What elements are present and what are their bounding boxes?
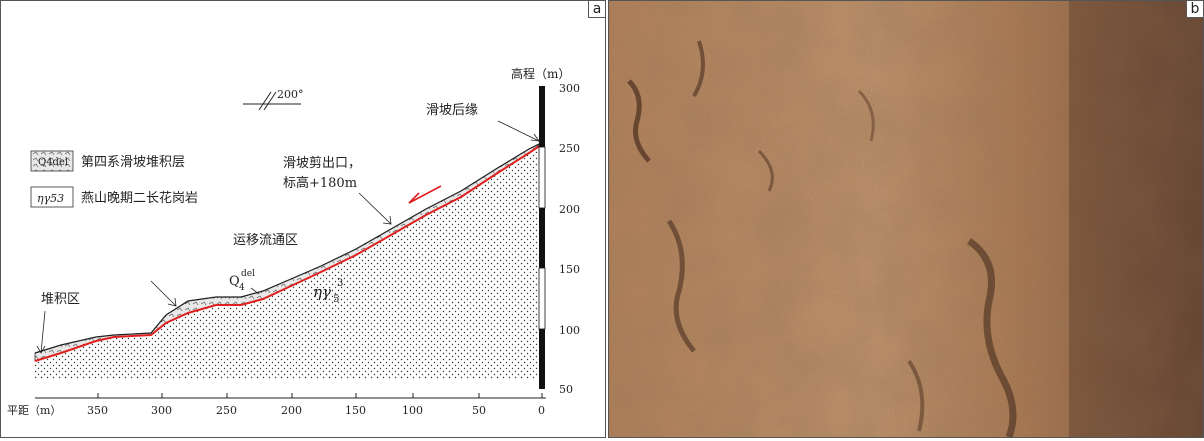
legend: Q4del 第四系滑坡堆积层 ηγ53 燕山晚期二长花岗岩	[31, 151, 198, 207]
distance-tick: 300	[151, 404, 172, 417]
deposit-unit-label: Q 4 del	[229, 269, 259, 294]
accumulation-zone-label: 堆积区	[41, 292, 80, 307]
elevation-tick: 100	[559, 324, 580, 337]
legend-deposit-label: 第四系滑坡堆积层	[81, 155, 185, 170]
elevation-scale-bar	[539, 86, 545, 389]
svg-text:del: del	[241, 269, 255, 279]
distance-axis-ticks	[98, 393, 542, 398]
outcrop-photo-panel: b	[608, 0, 1204, 438]
cross-section-panel: 高程（m） 300 250 200 150 100 50 平距（m） 350 3…	[0, 0, 606, 438]
elevation-tick: 150	[559, 263, 580, 276]
svg-text:4: 4	[239, 283, 245, 293]
distance-tick: 50	[472, 404, 486, 417]
accumulation-toe-arrow	[151, 281, 176, 306]
distance-tick: 250	[216, 404, 237, 417]
rear-edge-label: 滑坡后缘	[426, 103, 478, 118]
sliding-direction-arrow	[409, 186, 441, 203]
shear-outlet-label-line1: 滑坡剪出口，	[283, 155, 361, 171]
legend-deposit-symbol: Q4del	[38, 157, 68, 168]
svg-text:3: 3	[337, 278, 343, 289]
legend-granite-label: 燕山晚期二长花岗岩	[81, 190, 198, 206]
distance-tick: 0	[538, 404, 545, 417]
svg-text:5: 5	[333, 294, 339, 305]
transport-zone-label: 运移流通区	[233, 233, 298, 248]
orientation-label: 200°	[277, 88, 304, 101]
elevation-tick: 300	[559, 82, 580, 95]
shear-outlet-label-line2: 标高+180m	[283, 175, 357, 191]
panel-label-a: a	[588, 1, 605, 18]
distance-tick: 150	[345, 404, 366, 417]
shear-outlet-arrow	[359, 193, 391, 224]
distance-tick: 100	[402, 404, 423, 417]
distance-tick: 200	[281, 404, 302, 417]
elevation-tick: 50	[559, 383, 573, 396]
accumulation-zone-arrow	[37, 311, 45, 353]
rear-edge-arrow	[498, 121, 539, 141]
elevation-tick: 250	[559, 142, 580, 155]
elevation-tick: 200	[559, 203, 580, 216]
legend-granite-symbol: ηγ53	[37, 192, 64, 205]
elevation-axis-title: 高程（m）	[511, 66, 570, 81]
outcrop-photo	[609, 1, 1203, 437]
panel-label-b: b	[1186, 1, 1203, 18]
distance-tick: 350	[87, 404, 108, 417]
distance-axis-title: 平距（m）	[7, 404, 61, 417]
cross-section-figure: 高程（m） 300 250 200 150 100 50 平距（m） 350 3…	[1, 1, 605, 437]
svg-text:ηγ: ηγ	[313, 283, 331, 301]
